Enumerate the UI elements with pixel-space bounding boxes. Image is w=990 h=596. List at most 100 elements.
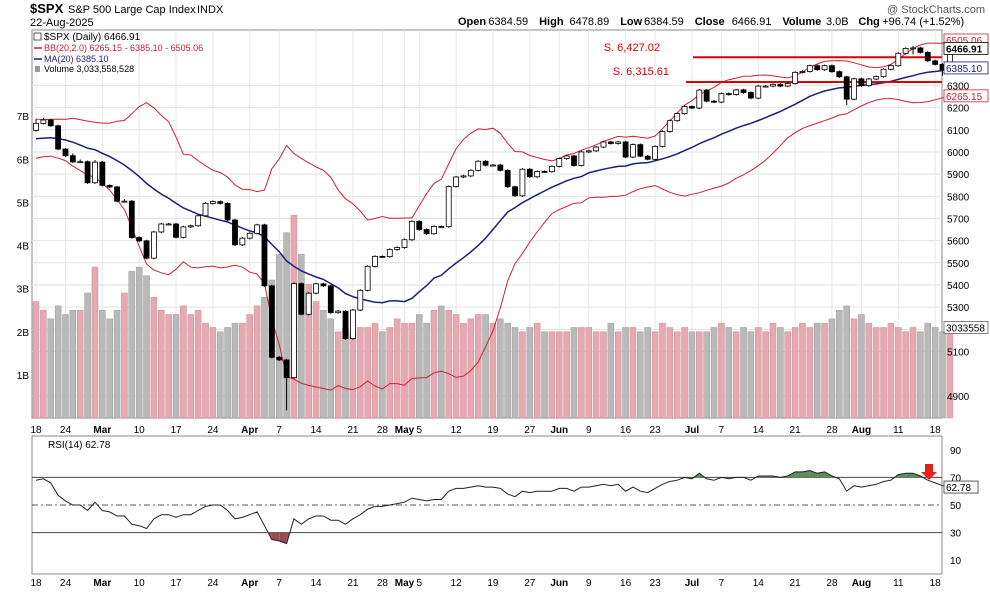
date-tick-label: 16 bbox=[620, 425, 632, 436]
value-tag-ma bbox=[943, 61, 989, 75]
volume-bar bbox=[519, 331, 526, 419]
volume-bar bbox=[40, 309, 47, 419]
volume-bar bbox=[194, 309, 202, 419]
volume-bar bbox=[135, 266, 143, 419]
mid-date-axis: 18 24 Mar 10 17 24 Apr 7 14 21 28 May 5 12 19 27 Jun 9 16 2… bbox=[30, 425, 941, 436]
volume-bar bbox=[430, 309, 438, 419]
candle-body bbox=[917, 47, 924, 53]
candle-body bbox=[593, 146, 600, 152]
candle-body bbox=[666, 120, 673, 132]
volume-bar bbox=[865, 322, 873, 419]
volume-bar bbox=[526, 327, 534, 419]
candle-body bbox=[114, 186, 120, 202]
volume-bar bbox=[725, 327, 733, 419]
date-tick-label: 24 bbox=[207, 425, 219, 436]
candle-body bbox=[151, 231, 157, 259]
date-tick-label: May bbox=[395, 578, 415, 589]
volume-bar bbox=[511, 327, 519, 419]
support-high-label: S. 6,427.02 bbox=[604, 42, 660, 54]
volume-bar bbox=[401, 322, 408, 419]
volume-bar bbox=[673, 331, 681, 419]
candle-body bbox=[482, 160, 489, 166]
price-tick-label: 6300 bbox=[947, 81, 970, 92]
candle-body bbox=[681, 106, 688, 114]
candle-body bbox=[519, 168, 526, 197]
candle-body bbox=[836, 71, 843, 78]
volume-tick-label: 7B bbox=[17, 112, 30, 123]
candle-body bbox=[652, 145, 658, 160]
price-tick-label: 5700 bbox=[947, 214, 970, 225]
volume-bar bbox=[755, 327, 762, 419]
candle-body bbox=[143, 240, 150, 259]
volume-bar bbox=[165, 314, 172, 419]
candle-body bbox=[526, 168, 533, 178]
candle-body bbox=[578, 151, 585, 166]
volume-bar bbox=[806, 327, 814, 419]
volume-bar bbox=[858, 314, 865, 419]
volume-bar bbox=[504, 322, 511, 419]
date-tick-label: 14 bbox=[753, 578, 765, 589]
rsi-axis: 10 30 50 70 90 62.78 bbox=[943, 446, 979, 567]
rsi-tick-label: 50 bbox=[950, 501, 962, 512]
date-tick-label: Mar bbox=[93, 425, 111, 436]
volume-bar bbox=[47, 318, 54, 419]
volume-tick-label: 1B bbox=[17, 371, 30, 382]
candle-body bbox=[888, 65, 894, 70]
candle-body bbox=[585, 150, 592, 153]
volume-bar bbox=[239, 322, 246, 419]
volume-bar bbox=[305, 284, 312, 419]
date-tick-label: 11 bbox=[893, 578, 904, 589]
volume-bar bbox=[828, 318, 836, 419]
volume-bar bbox=[872, 327, 880, 419]
price-tick-label: 6000 bbox=[947, 148, 970, 159]
quote-label: Volume bbox=[782, 16, 821, 28]
quote-value: 6466.91 bbox=[732, 16, 772, 28]
volume-bar bbox=[452, 314, 460, 419]
value-tag-close bbox=[943, 42, 989, 55]
volume-bar bbox=[349, 331, 357, 419]
date-tick-label: 17 bbox=[170, 578, 182, 589]
date-tick-label: 9 bbox=[586, 578, 592, 589]
candle-body bbox=[747, 92, 754, 99]
volume-bar bbox=[548, 331, 556, 419]
date-tick-label: Jul bbox=[685, 425, 700, 436]
value-tag-volume bbox=[943, 321, 989, 334]
legend-spx: $SPX (Daily) 6466.91 bbox=[44, 32, 141, 43]
candle-body bbox=[777, 83, 784, 87]
candle-body bbox=[902, 48, 909, 54]
volume-bar bbox=[467, 318, 475, 419]
candle-body bbox=[784, 83, 791, 87]
candle-body bbox=[254, 224, 261, 234]
candle-body bbox=[762, 85, 769, 88]
date-tick-label: 12 bbox=[451, 578, 463, 589]
candlesticks bbox=[33, 45, 953, 411]
moving-average-line bbox=[35, 67, 951, 304]
volume-bar bbox=[334, 331, 342, 419]
candle-body bbox=[165, 223, 172, 226]
volume-bar bbox=[150, 297, 158, 419]
volume-bar bbox=[696, 331, 703, 419]
volume-bar bbox=[438, 305, 445, 419]
date-tick-label: 21 bbox=[347, 578, 359, 589]
volume-bar bbox=[180, 305, 187, 419]
candle-body bbox=[335, 310, 342, 314]
candle-body bbox=[401, 239, 408, 248]
volume-bar bbox=[585, 327, 592, 419]
rsi-oversold-fill bbox=[271, 532, 280, 541]
volume-bar bbox=[850, 318, 858, 419]
volume-bar bbox=[320, 309, 327, 419]
volume-bar bbox=[91, 266, 99, 419]
value-tag-text-ma: 6385.10 bbox=[946, 64, 983, 75]
candle-body bbox=[512, 186, 518, 197]
volume-tick-label: 2B bbox=[17, 328, 30, 339]
date-tick-label: 7 bbox=[719, 425, 725, 436]
volume-bar bbox=[482, 314, 489, 419]
quote-label: High bbox=[539, 16, 564, 28]
value-tag-text-bb_lower: 6265.15 bbox=[946, 92, 983, 103]
quote-label: Close bbox=[695, 16, 725, 28]
volume-bar bbox=[813, 322, 821, 419]
candle-body bbox=[733, 89, 740, 95]
candle-body bbox=[895, 52, 902, 67]
